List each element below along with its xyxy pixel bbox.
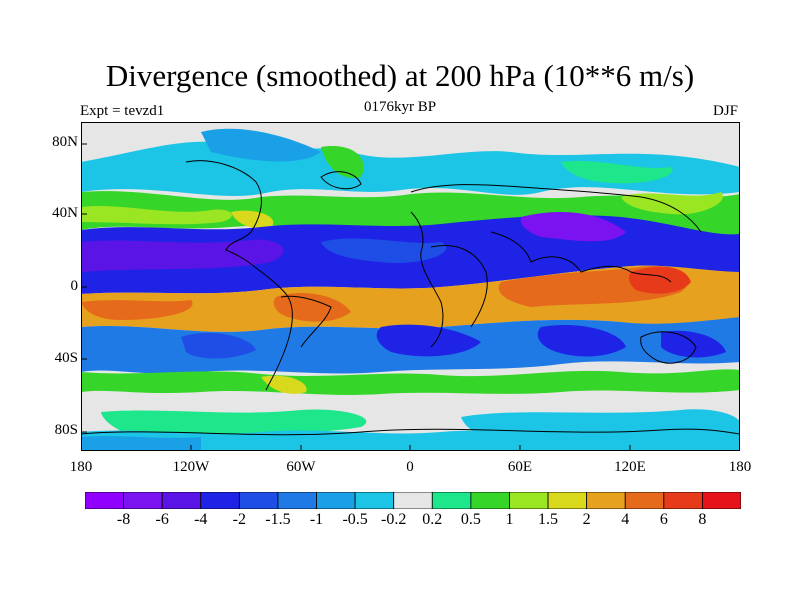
coast-africa-east xyxy=(430,245,488,328)
colorbar-label: -1.5 xyxy=(265,511,291,528)
patch-eastern-pacific xyxy=(231,210,274,229)
patch-greenland xyxy=(201,128,321,162)
lat-label-40s: 40S xyxy=(54,350,78,366)
colorbar-swatch xyxy=(547,492,588,509)
lat-label-80s: 80S xyxy=(54,422,78,438)
colorbar-label: 0.2 xyxy=(422,511,443,528)
lon-label-120e: 120E xyxy=(614,459,646,475)
lon-label-60w: 60W xyxy=(286,459,316,475)
colorbar-label: 1 xyxy=(505,511,514,528)
patch-south-pacific-convergence xyxy=(81,300,193,320)
coast-south-america-east xyxy=(280,295,332,348)
colorbar-label: -2 xyxy=(232,511,246,528)
patch-atlantic-tropics xyxy=(321,238,447,263)
patch-southern-ocean-pacific xyxy=(101,409,367,437)
lat-label-40n: 40N xyxy=(52,205,78,221)
lon-label-120w: 120W xyxy=(172,459,210,475)
colorbar xyxy=(85,492,741,509)
axis-ticks xyxy=(81,143,631,451)
coast-south-america xyxy=(250,263,293,391)
colorbar-label: 8 xyxy=(698,511,707,528)
lon-label-0: 0 xyxy=(406,459,414,475)
patch-south-america xyxy=(273,292,351,322)
colorbar-swatch xyxy=(431,492,472,509)
plot-title: Divergence (smoothed) at 200 hPa (10**6 … xyxy=(105,58,695,93)
colorbar-swatch xyxy=(161,492,202,509)
patch-south-atlantic xyxy=(376,324,481,357)
colorbar-label: -8 xyxy=(116,511,131,528)
band-midlatitude-south xyxy=(81,369,740,395)
coast-eurasia-north xyxy=(410,184,702,233)
coast-greenland xyxy=(320,171,362,190)
colorbar-label: 1.5 xyxy=(538,511,559,528)
coast-north-america xyxy=(185,160,262,265)
patch-antarctic-shelf xyxy=(81,436,201,451)
patch-north-atlantic xyxy=(321,146,364,178)
lat-label-0: 0 xyxy=(70,278,79,294)
coast-south-asia xyxy=(490,231,672,283)
patch-tropical-pacific-strong xyxy=(81,239,284,272)
divergence-map xyxy=(81,122,740,451)
colorbar-swatch xyxy=(470,492,510,509)
colorbar-swatch xyxy=(200,492,240,509)
lat-label-80n: 80N xyxy=(52,134,78,150)
colorbar-label: -4 xyxy=(194,511,208,528)
colorbar-swatch xyxy=(702,492,741,509)
colorbar-label: -0.5 xyxy=(342,511,368,528)
colorbar-swatch xyxy=(85,492,124,509)
colorbar-swatch xyxy=(586,492,626,509)
colorbar-label: -6 xyxy=(155,511,169,528)
colorbar-swatch xyxy=(354,492,395,509)
patch-siberia xyxy=(561,160,673,184)
colorbar-swatch xyxy=(509,492,549,509)
colorbar-label: -0.2 xyxy=(381,511,407,528)
colorbar-label: -1 xyxy=(309,511,324,528)
season-label: DJF xyxy=(712,103,738,119)
lon-label-60e: 60E xyxy=(507,459,533,475)
coast-africa-west xyxy=(410,211,444,348)
colorbar-swatch xyxy=(238,492,279,509)
colorbar-label: 4 xyxy=(621,511,630,528)
coast-antarctica xyxy=(81,428,740,436)
colorbar-label: 6 xyxy=(659,511,668,528)
colorbar-swatch xyxy=(663,492,703,509)
colorbar-label: 2 xyxy=(582,511,591,528)
patch-south-indian xyxy=(537,324,626,357)
patch-north-pacific xyxy=(81,205,232,225)
patch-asia-strong xyxy=(520,212,626,242)
coastlines xyxy=(81,160,740,436)
colorbar-swatch xyxy=(393,492,433,509)
lon-label-180-right: 180 xyxy=(728,459,752,475)
patch-patagonia xyxy=(261,375,307,394)
patch-southeast-pacific xyxy=(181,332,256,359)
band-antarctica xyxy=(81,430,740,451)
experiment-label: Expt = tevzd1 xyxy=(80,103,165,119)
coast-australia xyxy=(640,331,697,364)
colorbar-swatch xyxy=(123,492,163,509)
period-label: 0176kyr BP xyxy=(363,99,437,115)
patch-maritime-continent xyxy=(628,266,691,294)
colorbar-swatch xyxy=(277,492,317,509)
lon-label-180-left: 180 xyxy=(69,459,93,475)
colorbar-swatch xyxy=(624,492,665,509)
colorbar-label: 0.5 xyxy=(460,511,481,528)
colorbar-swatch xyxy=(316,492,356,509)
